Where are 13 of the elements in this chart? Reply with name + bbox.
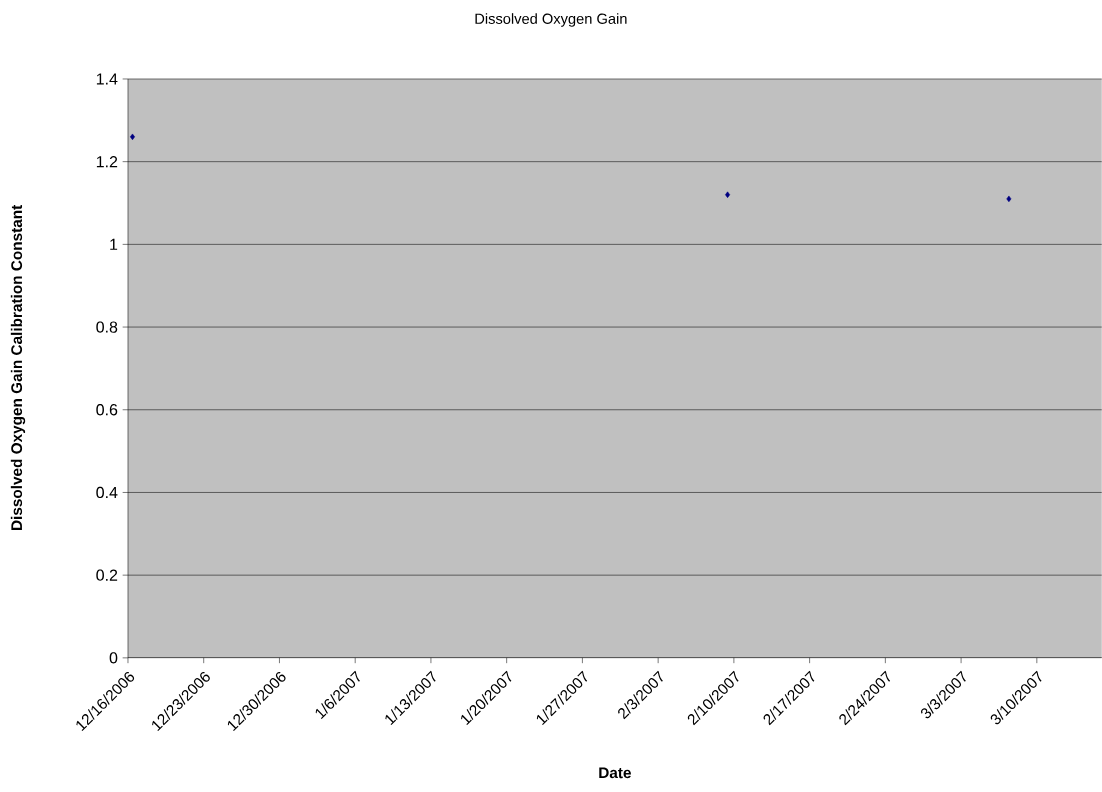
y-tick-label: 0.8 [96,321,118,333]
y-tick-label: 0 [109,652,118,664]
y-axis-title: Dissolved Oxygen Gain Calibration Constant [10,205,26,531]
y-tick-label: 1 [110,238,118,250]
y-tick-label: 0.6 [96,404,118,416]
y-tick-label: 1.4 [96,73,118,85]
point [725,191,731,199]
y-tick-label: 1.2 [96,156,118,168]
chart-title: Dissolved Oxygen Gain [475,13,627,27]
y-tick-label: 0.4 [96,486,118,499]
x-axis-title: Date [599,767,631,779]
y-tick-label: 0.2 [96,569,118,581]
point [1006,195,1012,203]
